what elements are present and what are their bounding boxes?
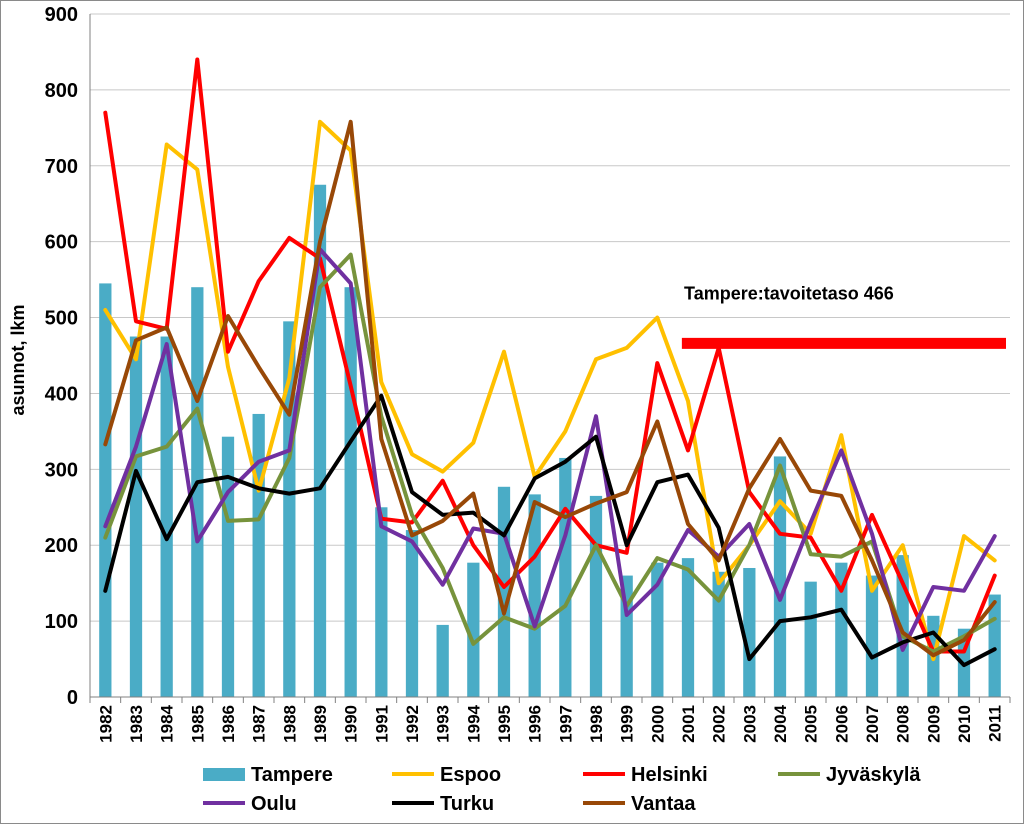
bar-tampere-2001 — [681, 558, 695, 697]
bar-tampere-2005 — [804, 581, 817, 697]
bar-tampere-1983 — [129, 336, 143, 697]
x-tick-label-1983: 1983 — [127, 705, 146, 743]
bar-tampere-1996 — [528, 494, 541, 697]
y-tick-label-0: 0 — [67, 687, 78, 709]
y-tick-label-700: 700 — [45, 156, 78, 178]
bar-tampere-2004 — [773, 456, 787, 697]
bar-tampere-1997 — [559, 457, 572, 697]
legend-label-oulu: Oulu — [251, 793, 297, 815]
line-helsinki — [103, 57, 997, 654]
axes: 0 100 200 300 400 500 600 700 800 900 1982 1983 1984… — [45, 4, 1011, 743]
line-vantaa — [103, 119, 997, 658]
x-tick-label-1993: 1993 — [434, 705, 453, 743]
x-tick-label-1987: 1987 — [250, 705, 269, 743]
bar-tampere-1990 — [344, 287, 357, 697]
bar-tampere-1984 — [160, 336, 173, 697]
x-tick-label-1996: 1996 — [526, 705, 545, 743]
legend-label-tampere: Tampere — [251, 764, 333, 786]
x-tick-label-1995: 1995 — [495, 705, 514, 743]
line-series — [103, 57, 997, 668]
y-tick-label-900: 900 — [45, 4, 78, 26]
x-tick-label-1984: 1984 — [158, 704, 177, 742]
line-turku — [103, 393, 997, 668]
x-tick-label-1994: 1994 — [464, 704, 483, 742]
x-tick-label-1988: 1988 — [280, 705, 299, 743]
y-tick-label-400: 400 — [45, 383, 78, 405]
x-tick-label-1997: 1997 — [556, 705, 575, 743]
target-annotation-0: Tampere:tavoitetaso 466 — [684, 283, 894, 303]
x-tick-label-1982: 1982 — [96, 705, 115, 743]
annotation-group: Tampere:tavoitetaso 466 — [681, 283, 1006, 349]
y-tick-label-600: 600 — [45, 232, 78, 254]
x-tick-label-2006: 2006 — [832, 705, 851, 743]
x-tick-label-2011: 2011 — [986, 705, 1005, 742]
bar-tampere-1992 — [405, 530, 419, 697]
bar-tampere-1994 — [467, 562, 480, 697]
y-tick-label-300: 300 — [45, 459, 78, 481]
y-tick-label-500: 500 — [45, 308, 78, 330]
x-tick-label-1992: 1992 — [403, 705, 422, 743]
bar-tampere-2002 — [712, 571, 725, 697]
bar-tampere-2000 — [651, 562, 664, 697]
x-tick-label-2007: 2007 — [863, 705, 882, 743]
x-tick-label-2010: 2010 — [955, 705, 974, 743]
x-tick-label-2005: 2005 — [802, 705, 821, 743]
x-tick-label-1999: 1999 — [618, 705, 637, 743]
x-tick-label-1991: 1991 — [372, 705, 391, 743]
x-tick-label-2003: 2003 — [740, 705, 759, 743]
bar-tampere-1987 — [252, 413, 265, 697]
bar-tampere-1982 — [99, 283, 112, 697]
bar-tampere-1998 — [589, 495, 603, 697]
bar-tampere-2006 — [835, 562, 848, 697]
legend-label-jyvaskyla: Jyväskylä — [826, 764, 921, 786]
legend-label-turku: Turku — [440, 793, 494, 815]
line-oulu — [103, 247, 997, 652]
y-tick-label-200: 200 — [45, 535, 78, 557]
bar-tampere-1988 — [283, 321, 296, 697]
x-tick-label-2009: 2009 — [924, 705, 943, 743]
x-tick-label-1985: 1985 — [188, 705, 207, 743]
y-axis-title: asunnot, lkm — [8, 304, 28, 415]
x-tick-label-2000: 2000 — [648, 705, 667, 743]
bar-tampere-1986 — [221, 436, 235, 697]
x-tick-label-1986: 1986 — [219, 705, 238, 743]
bar-tampere-1993 — [436, 624, 449, 697]
y-tick-label-800: 800 — [45, 80, 78, 102]
x-tick-label-1989: 1989 — [311, 705, 330, 743]
x-tick-label-2004: 2004 — [771, 704, 790, 742]
x-tick-label-2008: 2008 — [894, 705, 913, 743]
legend-label-helsinki: Helsinki — [631, 764, 708, 786]
legend-label-vantaa: Vantaa — [631, 793, 696, 815]
bar-tampere-2007 — [865, 575, 879, 697]
legend: Tampere Espoo Helsinki Jyväskylä Oulu Turku Va… — [203, 764, 921, 815]
bar-tampere-1991 — [375, 507, 388, 697]
x-tick-label-2002: 2002 — [710, 705, 729, 743]
legend-label-espoo: Espoo — [440, 764, 501, 786]
x-tick-label-1998: 1998 — [587, 705, 606, 743]
bar-tampere-2003 — [743, 567, 756, 697]
x-tick-label-1990: 1990 — [342, 705, 361, 743]
legend-swatch-tampere — [203, 768, 245, 781]
y-tick-label-100: 100 — [45, 611, 78, 633]
line-jyvaskyla — [103, 252, 997, 654]
x-tick-label-2001: 2001 — [679, 705, 698, 743]
